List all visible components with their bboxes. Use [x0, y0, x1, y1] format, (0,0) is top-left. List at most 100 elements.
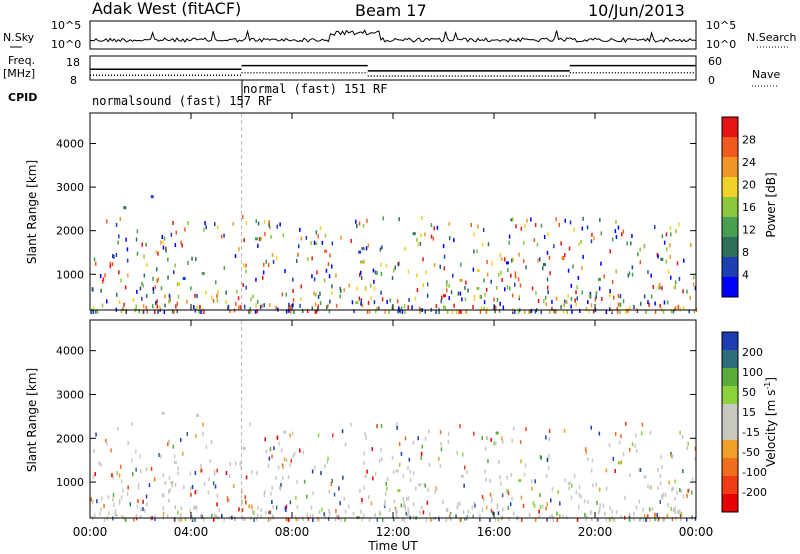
heatmap-cell [335, 273, 337, 278]
heatmap-cell [479, 517, 481, 522]
heatmap-cell [394, 265, 396, 270]
heatmap-cell [564, 253, 566, 257]
heatmap-cell [364, 432, 366, 436]
heatmap-cell [585, 517, 587, 522]
heatmap-cell [120, 495, 123, 500]
heatmap-cell [203, 517, 205, 522]
heatmap-cell [677, 509, 679, 514]
y-tick-label: 1000 [56, 476, 84, 489]
colorbar-tick-label: 20 [742, 179, 756, 192]
heatmap-cell [293, 310, 295, 314]
heatmap-cell [400, 306, 403, 311]
heatmap-cell [331, 284, 333, 289]
heatmap-cell [178, 282, 180, 287]
heatmap-cell [561, 256, 563, 261]
heatmap-cell [267, 263, 270, 267]
heatmap-cell [497, 517, 500, 522]
heatmap-cell [300, 284, 302, 289]
heatmap-cell [419, 241, 422, 246]
heatmap-cell [391, 455, 394, 460]
heatmap-cell [439, 264, 441, 269]
heatmap-cell [191, 518, 194, 522]
nave-label: Nave [752, 68, 780, 81]
heatmap-cell [208, 477, 210, 482]
heatmap-cell [619, 303, 621, 308]
heatmap-cell [187, 221, 189, 225]
heatmap-cell [331, 478, 333, 483]
heatmap-cell [327, 516, 330, 521]
heatmap-cell [659, 499, 661, 504]
heatmap-cell [404, 247, 406, 252]
heatmap-cell [297, 252, 299, 257]
heatmap-cell [405, 496, 408, 501]
heatmap-cell [398, 217, 400, 222]
heatmap-cell [340, 289, 342, 293]
heatmap-cell [287, 517, 290, 522]
heatmap-cell [315, 292, 317, 297]
heatmap-cell [234, 517, 236, 522]
heatmap-cell [634, 443, 636, 448]
heatmap-cell [559, 501, 561, 506]
heatmap-cell [694, 456, 697, 461]
heatmap-cell [306, 513, 308, 518]
heatmap-cell [529, 309, 531, 314]
heatmap-cell [103, 518, 106, 522]
heatmap-cell [150, 195, 154, 199]
heatmap-cell [317, 304, 319, 309]
heatmap-cell [136, 229, 139, 234]
heatmap-cell [609, 307, 611, 312]
heatmap-cell [568, 486, 570, 491]
heatmap-cell [358, 296, 361, 301]
heatmap-cell [501, 278, 503, 282]
heatmap-cell [473, 232, 475, 237]
heatmap-cell [520, 226, 523, 231]
heatmap-cell [588, 293, 591, 298]
heatmap-cell [597, 517, 599, 522]
heatmap-cell [419, 510, 421, 515]
heatmap-cell [528, 512, 531, 517]
heatmap-cell [401, 309, 404, 314]
y-tick-label: 2000 [56, 432, 84, 445]
heatmap-cell [168, 299, 170, 304]
heatmap-cell [491, 496, 493, 501]
heatmap-cell [270, 491, 272, 496]
heatmap-cell [498, 459, 500, 464]
heatmap-cell [326, 459, 329, 464]
heatmap-cell [133, 517, 135, 522]
colorbar-swatch [722, 350, 738, 369]
heatmap-cell [545, 302, 547, 307]
heatmap-cell [162, 506, 165, 511]
heatmap-cell [674, 280, 677, 285]
heatmap-cell [112, 497, 114, 502]
heatmap-cell [553, 309, 555, 313]
heatmap-cell [250, 297, 252, 302]
heatmap-cell [271, 253, 274, 257]
heatmap-cell [285, 292, 287, 297]
heatmap-cell [674, 307, 676, 312]
heatmap-cell [511, 438, 513, 443]
heatmap-cell [168, 476, 171, 481]
colorbar-tick-label: 8 [742, 246, 749, 259]
heatmap-cell [646, 517, 648, 522]
heatmap-cell [524, 224, 526, 229]
heatmap-cell [115, 253, 118, 257]
heatmap-cell [164, 303, 166, 308]
heatmap-cell [145, 294, 148, 298]
colorbar-swatch [722, 177, 738, 198]
heatmap-cell [270, 234, 272, 239]
heatmap-cell [619, 310, 621, 314]
heatmap-cell [282, 476, 284, 480]
heatmap-cell [540, 223, 543, 228]
heatmap-cell [428, 429, 430, 434]
heatmap-cell [555, 217, 557, 222]
heatmap-cell [281, 292, 284, 297]
heatmap-cell [101, 279, 104, 284]
heatmap-cell [132, 472, 134, 477]
colorbar-frame [721, 116, 739, 298]
heatmap-cell [156, 278, 158, 283]
heatmap-cell [328, 309, 331, 314]
y-tick-label: 1000 [56, 268, 84, 281]
heatmap-cell [324, 514, 326, 519]
heatmap-cell [549, 309, 551, 314]
heatmap-cell [350, 422, 352, 427]
